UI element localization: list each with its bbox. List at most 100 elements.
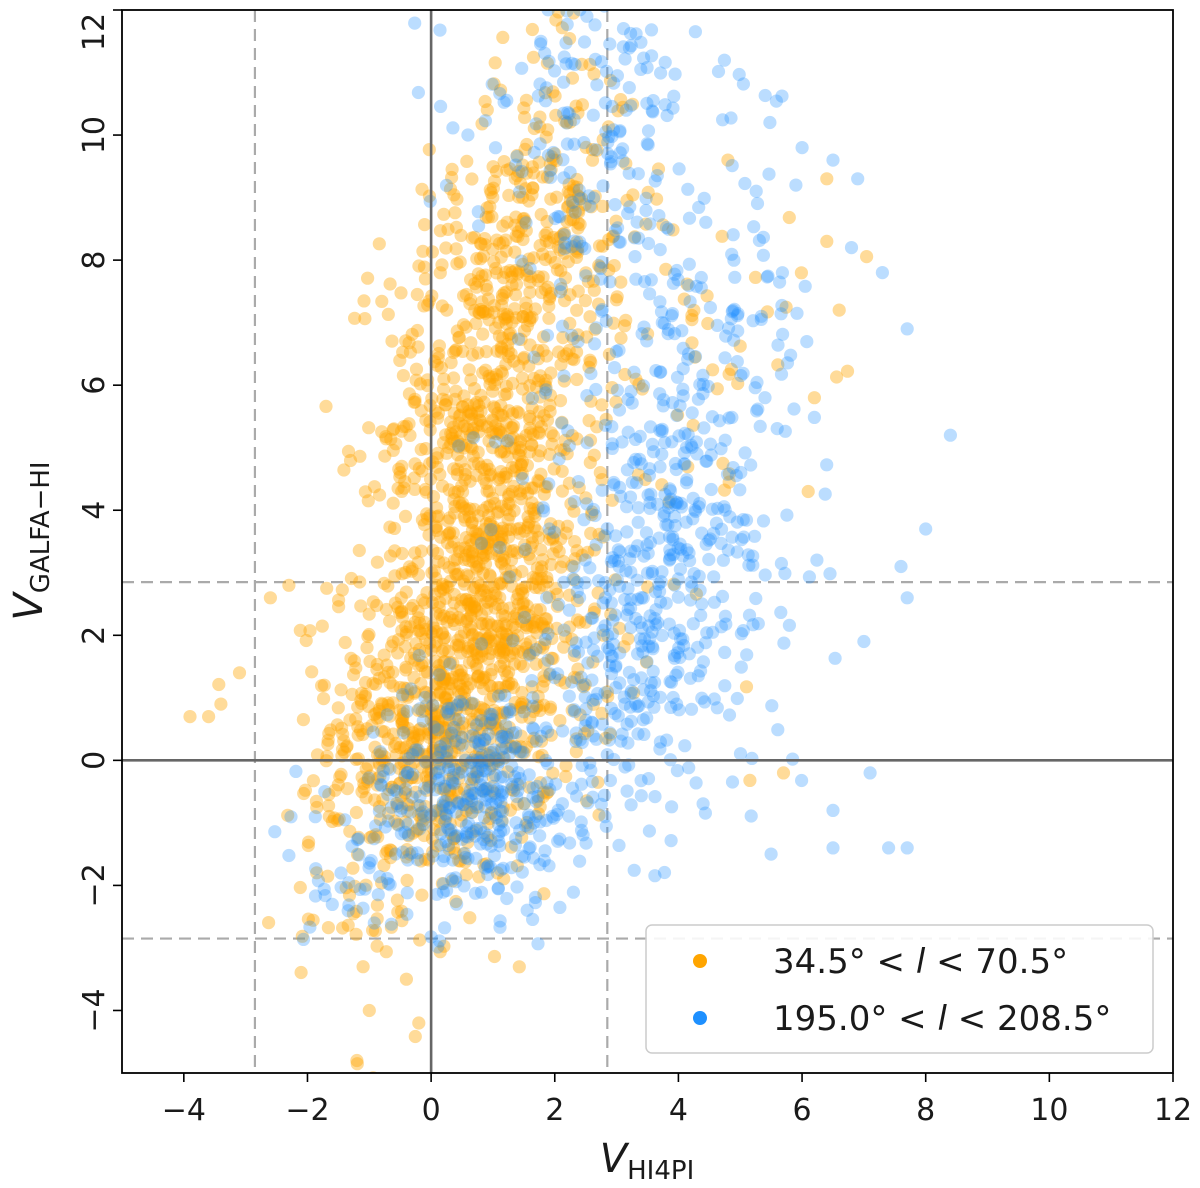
data-point	[458, 467, 472, 482]
data-point	[335, 742, 350, 757]
data-point	[513, 700, 528, 714]
data-point	[446, 121, 460, 135]
data-point	[298, 783, 312, 797]
data-point	[520, 137, 534, 152]
data-point	[623, 490, 638, 504]
data-point	[489, 427, 503, 441]
data-point	[774, 605, 788, 620]
data-point	[458, 691, 472, 705]
data-point	[658, 435, 672, 450]
data-point	[463, 801, 478, 815]
data-point	[573, 217, 587, 231]
data-point	[386, 679, 400, 693]
data-point	[543, 398, 557, 412]
data-point	[573, 854, 587, 868]
data-point	[481, 816, 495, 830]
data-point	[373, 758, 387, 773]
data-point	[477, 462, 491, 477]
data-point	[464, 273, 478, 287]
data-point	[593, 466, 607, 480]
data-point	[401, 751, 416, 766]
data-point	[510, 169, 524, 183]
data-point	[714, 536, 728, 551]
data-point	[353, 575, 367, 589]
data-point	[584, 526, 598, 541]
data-point	[412, 658, 426, 673]
data-point	[512, 359, 526, 373]
data-point	[461, 398, 475, 412]
data-point	[365, 718, 379, 733]
data-point	[531, 699, 545, 713]
data-point	[490, 233, 504, 247]
data-point	[431, 723, 445, 737]
data-point	[415, 888, 429, 902]
data-point	[560, 17, 574, 31]
data-point	[603, 37, 617, 51]
data-point	[415, 182, 429, 196]
data-point	[299, 633, 313, 648]
data-point	[467, 772, 481, 786]
data-point	[642, 824, 657, 838]
data-point	[410, 287, 424, 302]
data-point	[462, 544, 476, 559]
data-point	[502, 350, 516, 364]
data-point	[472, 632, 486, 646]
data-point	[396, 689, 410, 704]
data-point	[657, 509, 671, 523]
data-point	[668, 456, 683, 471]
data-point	[372, 702, 386, 717]
data-point	[452, 771, 466, 786]
data-point	[471, 274, 486, 288]
data-point	[470, 708, 484, 722]
data-point	[491, 524, 505, 538]
data-point	[358, 882, 372, 896]
data-point	[419, 485, 433, 499]
legend-marker-orange	[693, 954, 707, 968]
data-point	[570, 235, 584, 249]
data-point	[349, 661, 363, 675]
data-point	[488, 716, 502, 730]
data-point	[401, 817, 415, 831]
data-point	[433, 665, 447, 679]
data-point	[450, 463, 464, 477]
data-point	[600, 522, 614, 536]
data-point	[472, 559, 486, 573]
data-point	[382, 806, 396, 820]
data-point	[453, 762, 467, 776]
data-point	[548, 211, 562, 226]
data-point	[385, 780, 399, 794]
data-point	[589, 538, 603, 552]
data-point	[588, 52, 603, 66]
data-point	[362, 421, 376, 435]
data-point	[350, 1057, 364, 1071]
data-point	[426, 619, 440, 633]
data-point	[505, 278, 519, 292]
data-point	[453, 679, 467, 693]
data-point	[636, 713, 650, 727]
data-point	[589, 382, 603, 397]
data-point	[515, 685, 529, 700]
data-point	[413, 933, 427, 947]
data-point	[411, 703, 425, 717]
data-point	[602, 233, 616, 247]
data-point	[634, 671, 648, 685]
data-point	[516, 212, 530, 226]
data-point	[490, 266, 504, 280]
data-point	[624, 686, 638, 700]
data-point	[461, 835, 475, 850]
y-tick-label: −2	[77, 863, 112, 907]
data-point	[464, 406, 478, 420]
data-point	[471, 346, 485, 360]
data-point	[508, 171, 522, 185]
data-point	[399, 850, 414, 864]
data-point	[518, 580, 532, 594]
data-point	[544, 170, 558, 185]
data-point	[620, 193, 634, 207]
data-point	[518, 142, 532, 156]
data-point	[324, 723, 338, 737]
data-point	[734, 660, 748, 674]
data-point	[485, 784, 499, 798]
data-point	[632, 377, 646, 391]
data-point	[349, 712, 363, 726]
data-point	[512, 406, 526, 420]
